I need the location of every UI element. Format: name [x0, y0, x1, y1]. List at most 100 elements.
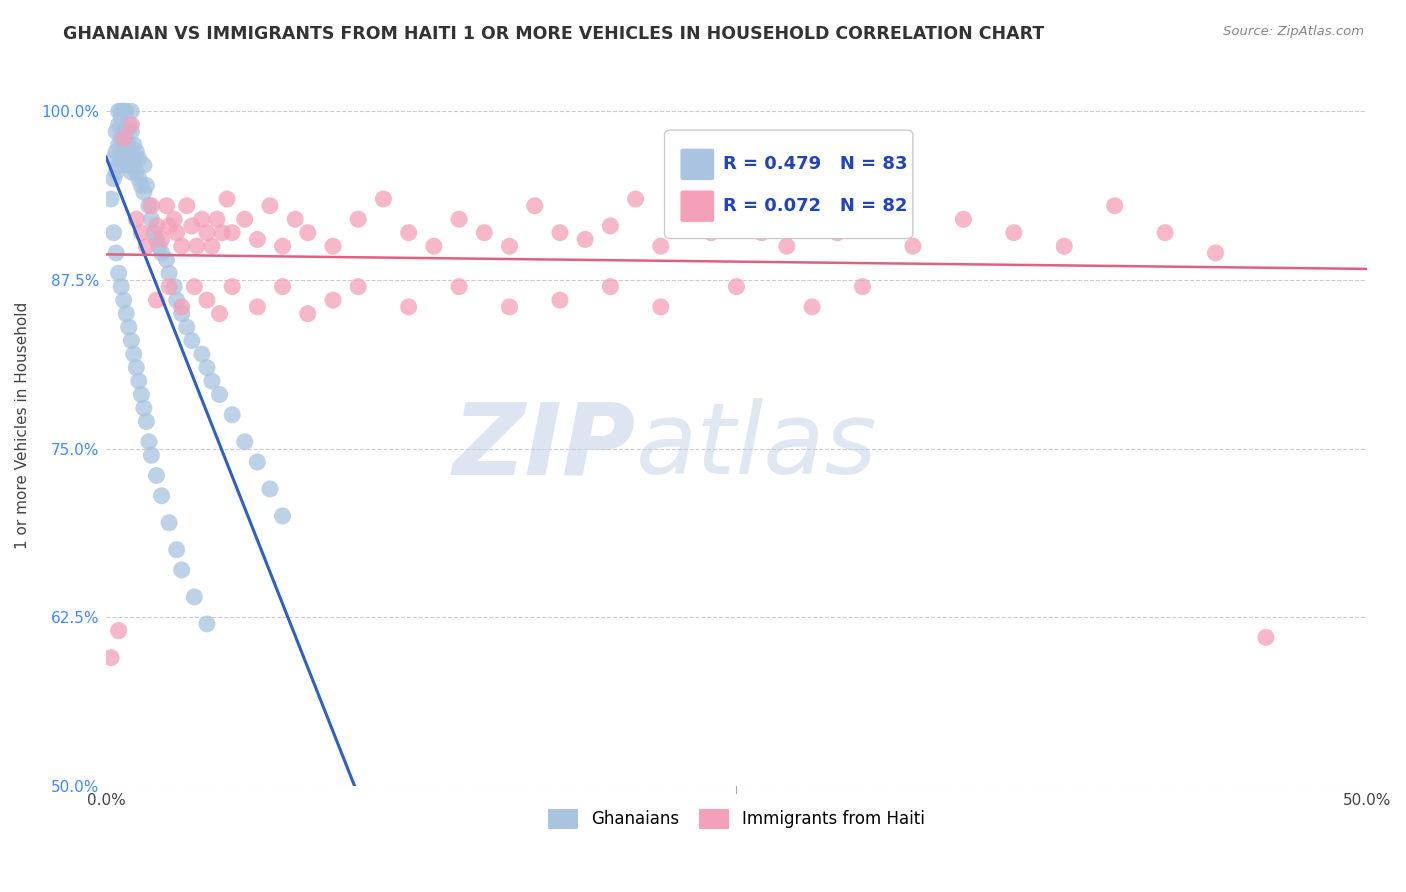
Point	[135, 239, 157, 253]
Point	[131, 178, 153, 193]
Point	[128, 171, 150, 186]
Point	[827, 226, 849, 240]
Point	[155, 199, 177, 213]
Text: GHANAIAN VS IMMIGRANTS FROM HAITI 1 OR MORE VEHICLES IN HOUSEHOLD CORRELATION CH: GHANAIAN VS IMMIGRANTS FROM HAITI 1 OR M…	[63, 25, 1045, 43]
Point	[112, 145, 135, 159]
Point	[776, 239, 799, 253]
Point	[166, 226, 188, 240]
Point	[115, 138, 138, 153]
Point	[115, 124, 138, 138]
Point	[110, 104, 132, 119]
Text: Source: ZipAtlas.com: Source: ZipAtlas.com	[1223, 25, 1364, 38]
Point	[125, 165, 148, 179]
Point	[145, 293, 167, 307]
Point	[195, 226, 218, 240]
Point	[118, 118, 141, 132]
Point	[112, 131, 135, 145]
Point	[157, 219, 180, 233]
Point	[725, 279, 748, 293]
Point	[233, 434, 256, 449]
Point	[851, 199, 873, 213]
Point	[195, 616, 218, 631]
Point	[103, 171, 125, 186]
Point	[1053, 239, 1076, 253]
Point	[498, 239, 520, 253]
Point	[166, 293, 188, 307]
Point	[155, 252, 177, 267]
Point	[675, 212, 697, 227]
Point	[725, 199, 748, 213]
Point	[157, 516, 180, 530]
Point	[120, 118, 142, 132]
Point	[103, 226, 125, 240]
Point	[170, 300, 193, 314]
Point	[100, 650, 122, 665]
Legend: Ghanaians, Immigrants from Haiti: Ghanaians, Immigrants from Haiti	[541, 803, 932, 835]
Point	[128, 152, 150, 166]
Point	[135, 178, 157, 193]
Point	[201, 239, 224, 253]
Point	[176, 199, 198, 213]
Point	[373, 192, 395, 206]
Point	[423, 239, 446, 253]
Point	[120, 145, 142, 159]
Point	[157, 279, 180, 293]
Point	[700, 226, 723, 240]
Point	[183, 590, 205, 604]
Point	[132, 158, 155, 172]
Point	[118, 138, 141, 153]
Point	[221, 226, 243, 240]
Point	[125, 145, 148, 159]
Point	[120, 165, 142, 179]
Point	[141, 212, 163, 227]
Point	[135, 415, 157, 429]
Point	[122, 347, 145, 361]
Point	[1154, 226, 1177, 240]
Point	[120, 104, 142, 119]
Point	[801, 212, 824, 227]
Text: atlas: atlas	[636, 398, 877, 495]
Point	[150, 232, 173, 246]
Point	[107, 118, 129, 132]
Point	[624, 192, 647, 206]
Point	[170, 239, 193, 253]
Point	[599, 219, 621, 233]
Point	[110, 111, 132, 125]
Point	[115, 152, 138, 166]
Point	[208, 307, 231, 321]
Point	[322, 293, 344, 307]
Point	[157, 266, 180, 280]
Point	[751, 226, 773, 240]
Point	[141, 199, 163, 213]
Point	[195, 293, 218, 307]
Point	[1254, 631, 1277, 645]
Point	[180, 334, 202, 348]
Point	[952, 212, 974, 227]
Point	[110, 152, 132, 166]
Point	[128, 374, 150, 388]
Point	[650, 300, 672, 314]
Point	[801, 300, 824, 314]
Point	[599, 279, 621, 293]
Point	[148, 239, 170, 253]
Point	[472, 226, 495, 240]
Point	[548, 293, 571, 307]
Point	[110, 131, 132, 145]
Point	[122, 152, 145, 166]
Point	[297, 226, 319, 240]
Point	[195, 360, 218, 375]
Point	[221, 408, 243, 422]
Point	[347, 212, 370, 227]
Point	[221, 279, 243, 293]
Point	[271, 279, 294, 293]
Point	[347, 279, 370, 293]
Point	[145, 468, 167, 483]
Point	[110, 279, 132, 293]
Point	[449, 279, 471, 293]
Point	[191, 347, 214, 361]
Point	[107, 158, 129, 172]
Text: ZIP: ZIP	[453, 398, 636, 495]
Point	[322, 239, 344, 253]
Point	[259, 199, 281, 213]
Point	[233, 212, 256, 227]
